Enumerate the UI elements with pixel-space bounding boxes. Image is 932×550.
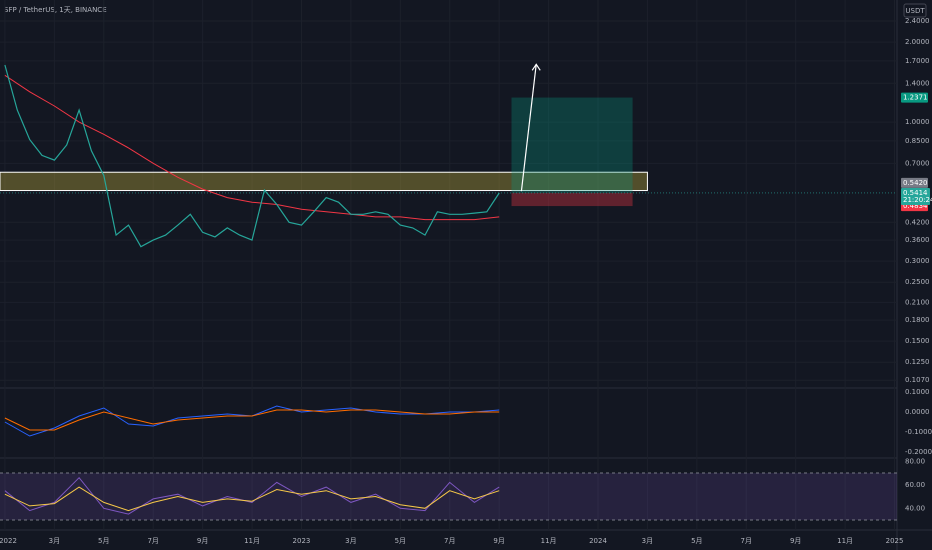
currency[interactable]: USDT xyxy=(905,7,925,15)
x-tick-label: 9月 xyxy=(197,537,208,545)
x-tick-label: 9月 xyxy=(493,537,504,545)
y-tick-label: 80.00 xyxy=(905,457,925,465)
entry-tag-box xyxy=(901,177,928,188)
currency-box[interactable] xyxy=(903,3,927,18)
x-tick-label: 2023 xyxy=(293,537,311,545)
y-tick-label: 2.0000 xyxy=(905,38,930,46)
price-line xyxy=(4,64,500,248)
x-tick-label: 2022 xyxy=(0,537,17,545)
last-price-box xyxy=(901,187,930,205)
y-tick-label: 1.0000 xyxy=(905,118,930,126)
countdown: 21:20:24 xyxy=(903,196,932,204)
y-tick-label: 0.4200 xyxy=(905,218,930,226)
y-tick-label: 0.1800 xyxy=(905,316,930,324)
x-tick-label: 2024 xyxy=(589,537,607,545)
y-tick-label: 0.3000 xyxy=(905,257,930,265)
y-tick-label: 1.4000 xyxy=(905,79,930,87)
target-tag: 1.2371 xyxy=(903,94,928,102)
arrow-head xyxy=(531,63,541,71)
y-tick-label: 0.7000 xyxy=(905,159,930,167)
x-tick-label: 7月 xyxy=(444,537,455,545)
x-tick-label: 7月 xyxy=(741,537,752,545)
loss-area xyxy=(511,192,633,207)
x-tick-label: 2025 xyxy=(886,537,904,545)
arrow xyxy=(520,64,537,192)
y-tick-label: 0.1250 xyxy=(905,358,930,366)
x-tick-label: 5月 xyxy=(395,537,406,545)
x-tick-label: 11月 xyxy=(541,537,557,545)
stop-tag: 0.4834 xyxy=(903,202,928,210)
moving-average xyxy=(4,74,500,221)
target-tag-box xyxy=(901,92,928,103)
y-tick-label: 40.00 xyxy=(905,504,925,512)
y-tick-label: 0.2100 xyxy=(905,298,930,306)
y-tick-label: 0.3600 xyxy=(905,236,930,244)
x-tick-label: 3月 xyxy=(49,537,60,545)
y-tick-label: 0.8500 xyxy=(905,137,930,145)
x-tick-label: 9月 xyxy=(790,537,801,545)
y-tick-label: 2.4000 xyxy=(905,17,930,25)
y-tick-label: 0.1000 xyxy=(905,388,930,396)
symbol: SFP / TetherUS, 1天, BINANCE xyxy=(4,6,107,14)
rsi-band xyxy=(0,473,897,521)
x-tick-label: 5月 xyxy=(98,537,109,545)
x-tick-label: 11月 xyxy=(244,537,260,545)
y-tick-label: 1.7000 xyxy=(905,57,930,65)
x-tick-label: 11月 xyxy=(837,537,853,545)
zone xyxy=(0,171,648,192)
y-tick-label: -0.1000 xyxy=(905,428,932,436)
y-tick-label: 0.1070 xyxy=(905,376,930,384)
last-price: 0.5414 xyxy=(903,189,928,197)
macd-line xyxy=(4,409,500,431)
x-tick-label: 3月 xyxy=(345,537,356,545)
x-tick-label: 7月 xyxy=(147,537,158,545)
rsi-line xyxy=(4,486,500,512)
y-tick-label: 0.0000 xyxy=(905,408,930,416)
profit-area xyxy=(511,97,633,193)
x-tick-label: 5月 xyxy=(691,537,702,545)
y-tick-label: -0.2000 xyxy=(905,448,932,456)
y-tick-label: 0.1500 xyxy=(905,337,930,345)
rsi-line xyxy=(4,476,500,515)
x-tick-label: 3月 xyxy=(642,537,653,545)
entry-tag: 0.5420 xyxy=(903,179,928,187)
y-tick-label: 60.00 xyxy=(905,481,925,489)
y-tick-label: 0.2500 xyxy=(905,278,930,286)
